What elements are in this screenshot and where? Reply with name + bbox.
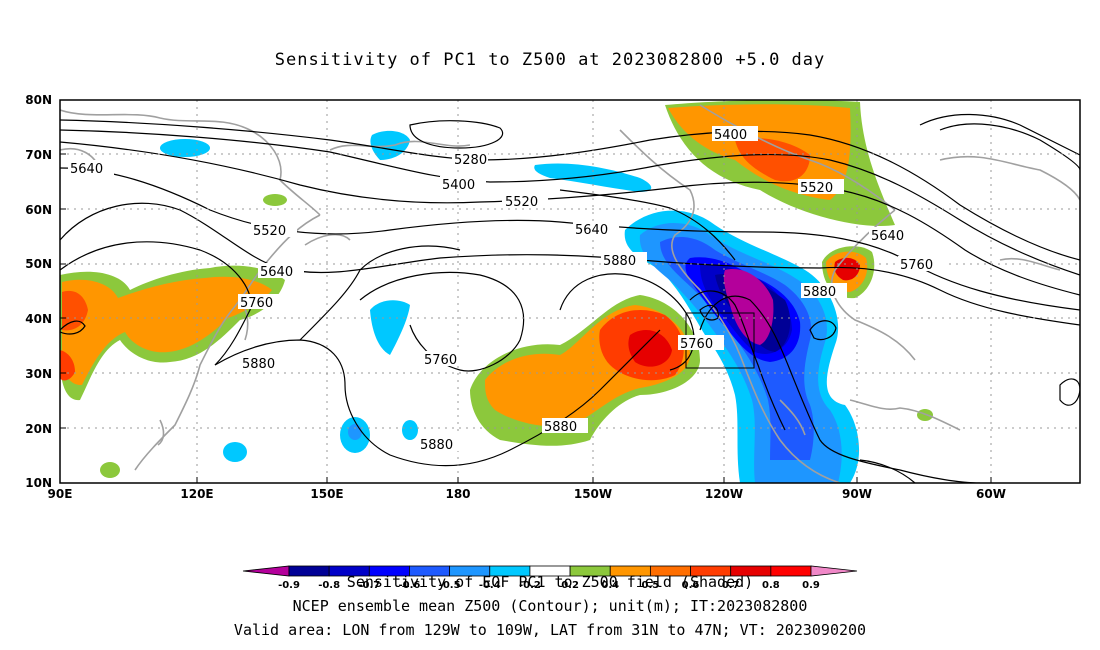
lat-tick-label: 80N: [25, 93, 52, 107]
contour-label-5520: 5520: [800, 181, 833, 196]
contour-label-5400: 5400: [714, 128, 747, 143]
contour-label-5760: 5760: [900, 258, 933, 273]
contour-label-5760: 5760: [240, 296, 273, 311]
colorbar: -0.9 -0.8 -0.7 -0.6 -0.5 -0.4 -0.2 0.2 0.4 0.5 0.6…: [242, 565, 858, 591]
negative-sensitivity-shading: [160, 130, 860, 483]
lat-tick-label: 20N: [25, 422, 52, 436]
coastlines: [60, 104, 1080, 483]
lat-tick-label: 50N: [25, 257, 52, 271]
colorbar-label: -0.5: [439, 580, 461, 591]
lon-tick-label: 150W: [574, 487, 612, 501]
contour-labels: 5280 5400 5400 5520 5520 5520 5640 5640 …: [68, 126, 944, 453]
map-plot-area: 5280 5400 5400 5520 5520 5520 5640 5640 …: [60, 100, 1080, 483]
lon-tick-label: 90W: [842, 487, 872, 501]
longitude-labels: 90E 120E 150E 180 150W 120W 90W 60W: [48, 487, 1006, 501]
lat-tick-label: 30N: [25, 367, 52, 381]
contour-label-5520: 5520: [505, 195, 538, 210]
colorbar-label: -0.4: [479, 580, 501, 591]
lat-tick-label: 60N: [25, 203, 52, 217]
lon-tick-label: 120W: [705, 487, 743, 501]
contour-label-5880: 5880: [242, 357, 275, 372]
colorbar-arrow-high: [810, 565, 858, 577]
colorbar-label: -0.6: [399, 580, 421, 591]
contour-label-5280: 5280: [454, 153, 487, 168]
contour-label-5760: 5760: [424, 353, 457, 368]
contour-label-5880: 5880: [803, 285, 836, 300]
colorbar-label: 0.2: [561, 580, 579, 591]
latitude-labels: 80N 70N 60N 50N 40N 30N 20N 10N: [25, 93, 52, 490]
colorbar-label: 0.6: [682, 580, 700, 591]
lat-tick-label: 70N: [25, 148, 52, 162]
lat-tick-label: 10N: [25, 476, 52, 490]
lon-tick-label: 150E: [310, 487, 343, 501]
contour-label-5640: 5640: [575, 223, 608, 238]
colorbar-label: -0.8: [318, 580, 340, 591]
contour-label-5880: 5880: [420, 438, 453, 453]
colorbar-label: 0.9: [802, 580, 820, 591]
colorbar-label: -0.2: [519, 580, 541, 591]
contour-label-5400: 5400: [442, 178, 475, 193]
tick-marks: [59, 153, 992, 483]
contour-label-5640: 5640: [871, 229, 904, 244]
lon-tick-label: 90E: [48, 487, 73, 501]
contour-label-5880: 5880: [603, 254, 636, 269]
colorbar-label: -0.7: [358, 580, 380, 591]
colorbar-label: 0.8: [762, 580, 780, 591]
contour-label-5880: 5880: [544, 420, 577, 435]
colorbar-label: 0.5: [642, 580, 660, 591]
colorbar-label: 0.7: [722, 580, 740, 591]
lon-tick-label: 180: [445, 487, 470, 501]
map-title: Sensitivity of PC1 to Z500 at 2023082800…: [274, 50, 826, 70]
contour-label-5640: 5640: [260, 265, 293, 280]
caption-valid-area: Valid area: LON from 129W to 109W, LAT f…: [233, 621, 867, 639]
lon-tick-label: 60W: [976, 487, 1006, 501]
colorbar-label: 0.4: [601, 580, 619, 591]
contour-label-5640: 5640: [70, 162, 103, 177]
contour-label-5760: 5760: [680, 337, 713, 352]
caption-contour: NCEP ensemble mean Z500 (Contour); unit(…: [292, 597, 808, 615]
colorbar-label: -0.9: [278, 580, 300, 591]
lon-tick-label: 120E: [180, 487, 213, 501]
lat-tick-label: 40N: [25, 312, 52, 326]
map-frame: [59, 99, 1081, 484]
caption-shading: Sensitivity of EOF PC1 to Z500 field (Sh…: [346, 573, 754, 591]
contour-label-5520: 5520: [253, 224, 286, 239]
